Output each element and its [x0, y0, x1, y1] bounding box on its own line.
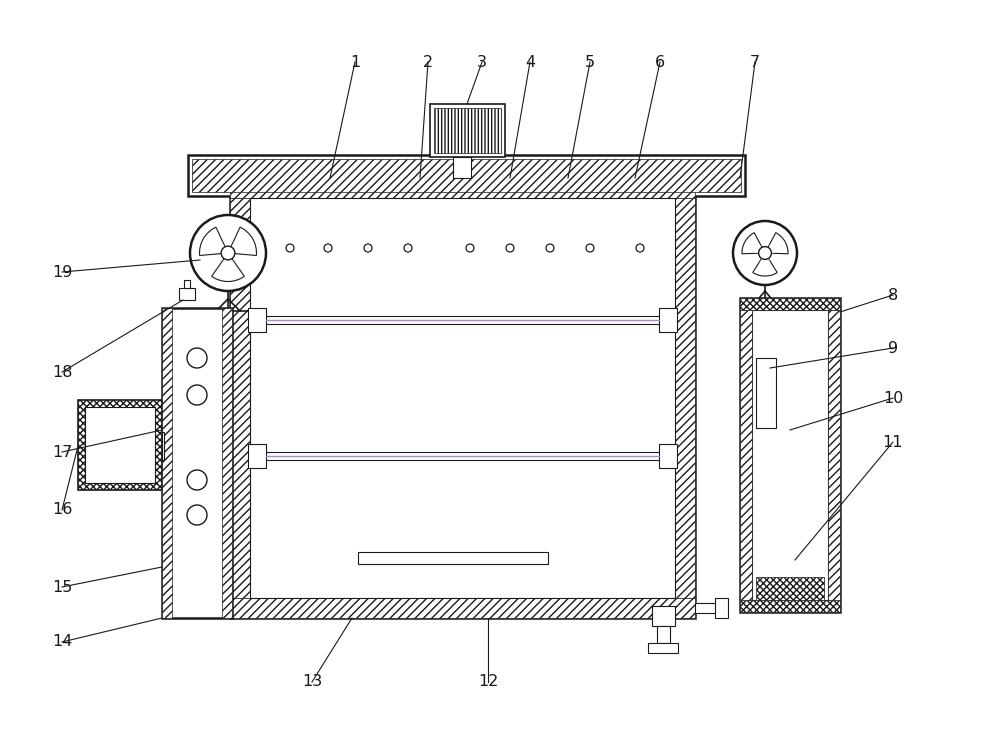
Bar	[648, 643, 678, 653]
Bar	[179, 288, 195, 300]
Bar	[85, 407, 155, 483]
Bar	[250, 316, 675, 324]
Bar	[230, 598, 695, 618]
Wedge shape	[742, 233, 765, 254]
Bar	[248, 308, 266, 332]
Circle shape	[733, 221, 797, 285]
Bar	[740, 600, 840, 612]
Text: 16: 16	[52, 503, 72, 518]
Bar	[659, 444, 677, 468]
Bar	[162, 308, 232, 618]
Text: 8: 8	[888, 287, 898, 302]
Wedge shape	[200, 227, 228, 256]
Circle shape	[404, 244, 412, 252]
Bar	[715, 598, 728, 618]
Bar	[230, 178, 695, 618]
Text: 14: 14	[52, 634, 72, 649]
Circle shape	[546, 244, 554, 252]
Bar	[695, 603, 720, 613]
Text: 12: 12	[478, 675, 498, 690]
Bar	[222, 308, 232, 618]
Bar	[230, 198, 250, 598]
Circle shape	[506, 244, 514, 252]
Bar	[659, 308, 677, 332]
Bar	[740, 310, 752, 600]
Bar	[192, 159, 741, 192]
Wedge shape	[765, 233, 788, 254]
Bar	[657, 626, 670, 643]
Bar	[162, 432, 164, 460]
Wedge shape	[215, 242, 228, 253]
Wedge shape	[228, 242, 241, 253]
Bar	[453, 157, 471, 178]
Circle shape	[190, 215, 266, 291]
Circle shape	[636, 244, 644, 252]
Wedge shape	[765, 245, 775, 253]
Bar	[430, 104, 505, 157]
Circle shape	[364, 244, 372, 252]
Text: 10: 10	[883, 390, 903, 405]
Text: 17: 17	[52, 444, 72, 459]
Bar	[358, 552, 548, 564]
Text: 18: 18	[52, 364, 72, 379]
Circle shape	[324, 244, 332, 252]
Circle shape	[221, 246, 235, 260]
Wedge shape	[753, 253, 777, 276]
Text: 11: 11	[883, 435, 903, 450]
Text: 2: 2	[423, 55, 433, 70]
Wedge shape	[755, 245, 765, 253]
Bar	[756, 358, 776, 428]
Bar	[740, 298, 840, 310]
Bar	[652, 606, 675, 626]
Circle shape	[586, 244, 594, 252]
Wedge shape	[212, 253, 244, 281]
Bar	[740, 298, 840, 612]
Bar	[250, 452, 675, 460]
Text: 1: 1	[350, 55, 360, 70]
Text: 9: 9	[888, 340, 898, 355]
Bar	[184, 280, 190, 288]
Wedge shape	[228, 227, 256, 256]
Text: 6: 6	[655, 55, 665, 70]
Bar	[250, 198, 675, 598]
Text: 5: 5	[585, 55, 595, 70]
Bar	[248, 444, 266, 468]
Bar	[756, 577, 824, 600]
Text: 19: 19	[52, 265, 72, 280]
Bar	[675, 198, 695, 598]
Text: 15: 15	[52, 580, 72, 595]
Text: 3: 3	[477, 55, 487, 70]
Bar	[828, 310, 840, 600]
Bar	[188, 155, 745, 196]
Circle shape	[759, 247, 771, 260]
Circle shape	[187, 505, 207, 525]
Text: 13: 13	[302, 675, 322, 690]
Bar	[230, 178, 695, 198]
Wedge shape	[221, 253, 235, 266]
Circle shape	[187, 470, 207, 490]
Text: 4: 4	[525, 55, 535, 70]
Bar	[752, 310, 828, 600]
Bar	[434, 108, 501, 153]
Circle shape	[286, 244, 294, 252]
Circle shape	[466, 244, 474, 252]
Bar	[78, 400, 162, 490]
Bar	[162, 308, 172, 618]
Circle shape	[187, 385, 207, 405]
Text: 7: 7	[750, 55, 760, 70]
Circle shape	[187, 348, 207, 368]
Wedge shape	[760, 253, 770, 263]
